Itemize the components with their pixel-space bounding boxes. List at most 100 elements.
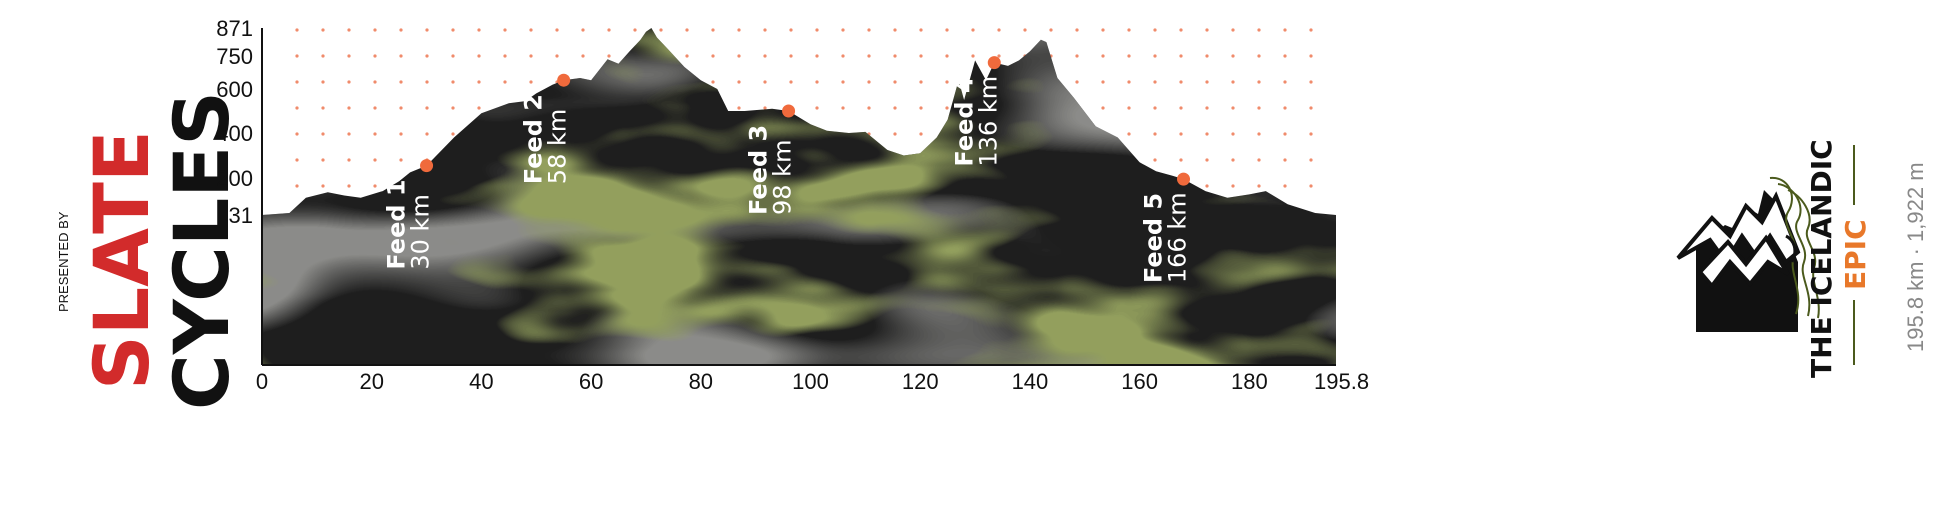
grid-dot xyxy=(1231,158,1235,162)
grid-dot xyxy=(1283,158,1287,162)
feed-name-1: Feed 1 xyxy=(383,179,411,269)
grid-dot xyxy=(373,28,377,32)
x-tick-label: 100 xyxy=(792,369,829,394)
y-tick-label: 750 xyxy=(216,44,253,69)
grid-dot xyxy=(1205,158,1209,162)
grid-dot xyxy=(1231,28,1235,32)
grid-dot xyxy=(945,80,949,84)
grid-dot xyxy=(477,54,481,58)
grid-dot xyxy=(1023,28,1027,32)
event-title-line1: THE ICELANDIC xyxy=(1805,139,1838,378)
grid-dot xyxy=(919,54,923,58)
x-tick-label: 80 xyxy=(689,369,713,394)
grid-dot xyxy=(477,80,481,84)
grid-dot xyxy=(373,106,377,110)
feed-name-4: Feed 4 xyxy=(950,76,978,166)
grid-dot xyxy=(451,106,455,110)
axes: 31 200 400 600 750 871 0 20 40 60 80 100 120 140 160 18… xyxy=(216,16,1369,394)
grid-dot xyxy=(685,28,689,32)
grid-dot xyxy=(1231,184,1235,188)
grid-dot xyxy=(789,28,793,32)
grid-dot xyxy=(425,106,429,110)
grid-dot xyxy=(529,28,533,32)
grid-dot xyxy=(1257,106,1261,110)
feed-name-5: Feed 5 xyxy=(1140,193,1168,283)
grid-dot xyxy=(1179,132,1183,136)
grid-dot xyxy=(1283,28,1287,32)
grid-dot xyxy=(789,80,793,84)
y-tick-label: 200 xyxy=(216,166,253,191)
feed-distance-4: 136 km xyxy=(974,76,1002,167)
grid-dot xyxy=(347,106,351,110)
grid-dot xyxy=(1231,106,1235,110)
grid-dot xyxy=(1153,106,1157,110)
grid-dot xyxy=(1283,184,1287,188)
grid-dot xyxy=(1309,28,1313,32)
grid-dot xyxy=(893,80,897,84)
grid-dot xyxy=(1283,80,1287,84)
grid-dot xyxy=(347,158,351,162)
grid-dot xyxy=(1049,28,1053,32)
x-tick-label: 120 xyxy=(902,369,939,394)
grid-dot xyxy=(1153,80,1157,84)
grid-dot xyxy=(399,28,403,32)
feed-marker-1 xyxy=(420,159,434,173)
grid-dot xyxy=(451,80,455,84)
grid-dot xyxy=(425,132,429,136)
grid-dot xyxy=(295,54,299,58)
grid-dot xyxy=(1075,80,1079,84)
grid-dot xyxy=(1127,80,1131,84)
grid-dot xyxy=(997,28,1001,32)
grid-dot xyxy=(451,54,455,58)
grid-dot xyxy=(789,54,793,58)
grid-dot xyxy=(425,54,429,58)
grid-dot xyxy=(1205,28,1209,32)
grid-dot xyxy=(919,80,923,84)
feed-marker-3 xyxy=(782,104,796,118)
grid-dot xyxy=(867,80,871,84)
x-tick-label: 60 xyxy=(579,369,603,394)
grid-dot xyxy=(399,80,403,84)
grid-dot xyxy=(347,54,351,58)
event-stats: 195.8 km · 1,922 m xyxy=(1903,162,1928,352)
grid-dot xyxy=(1257,54,1261,58)
grid-dot xyxy=(581,28,585,32)
grid-dot xyxy=(1153,28,1157,32)
y-tick-label: 31 xyxy=(229,203,253,228)
grid-dot xyxy=(919,106,923,110)
grid-dot xyxy=(295,184,299,188)
grid-dot xyxy=(347,184,351,188)
grid-dot xyxy=(503,28,507,32)
grid-dot xyxy=(373,184,377,188)
grid-dot xyxy=(815,106,819,110)
grid-dot xyxy=(1309,80,1313,84)
grid-dot xyxy=(945,54,949,58)
grid-dot xyxy=(737,54,741,58)
grid-dot xyxy=(763,106,767,110)
grid-dot xyxy=(295,80,299,84)
x-tick-label: 20 xyxy=(359,369,383,394)
grid-dot xyxy=(1179,28,1183,32)
grid-dot xyxy=(321,158,325,162)
grid-dot xyxy=(815,54,819,58)
grid-dot xyxy=(1257,184,1261,188)
grid-dot xyxy=(711,80,715,84)
grid-dot xyxy=(633,28,637,32)
grid-dot xyxy=(399,106,403,110)
grid-dot xyxy=(1309,158,1313,162)
x-tick-label: 0 xyxy=(256,369,268,394)
sponsor-brand: PRESENTED BY SLATE CYCLES xyxy=(56,91,246,410)
presented-by-label: PRESENTED BY xyxy=(56,211,71,312)
grid-dot xyxy=(737,28,741,32)
grid-dot xyxy=(1101,54,1105,58)
grid-dot xyxy=(1205,184,1209,188)
mountain-contour-icon xyxy=(1676,176,1820,332)
grid-dot xyxy=(945,28,949,32)
grid-dot xyxy=(841,80,845,84)
grid-dot xyxy=(1283,106,1287,110)
grid-dot xyxy=(1283,132,1287,136)
y-tick-label: 400 xyxy=(216,121,253,146)
grid-dot xyxy=(997,54,1001,58)
y-tick-label: 600 xyxy=(216,77,253,102)
grid-dot xyxy=(919,132,923,136)
